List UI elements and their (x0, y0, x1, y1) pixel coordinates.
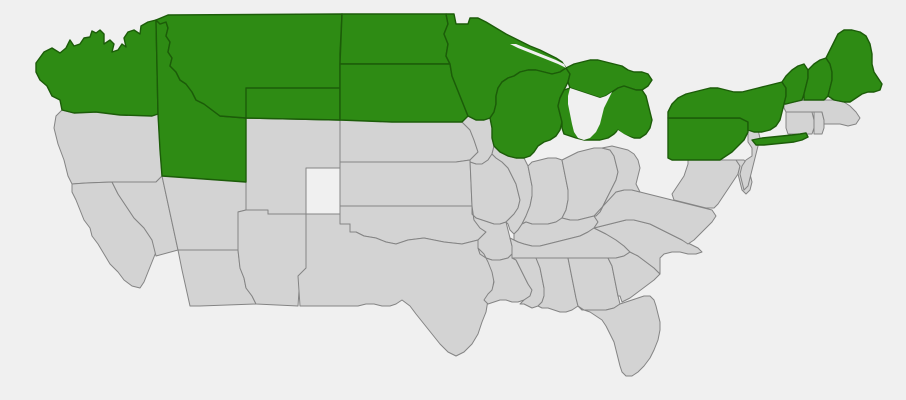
state-ME[interactable]: Maine (826, 30, 882, 102)
state-CT[interactable]: Connecticut (786, 112, 814, 134)
state-NV[interactable]: Nevada (112, 176, 178, 256)
state-NM[interactable]: New Mexico (238, 210, 306, 306)
state-WA[interactable]: Washington (36, 20, 158, 116)
state-NE[interactable]: Nebraska (340, 120, 478, 162)
states-layer: Oregon California Nevada Utah Arizona Ne… (36, 14, 882, 376)
state-NY-li[interactable]: New York (752, 133, 808, 145)
state-KS[interactable]: Kansas (340, 160, 472, 206)
state-WV[interactable]: West Virginia (594, 146, 640, 216)
lake-superior (510, 44, 566, 68)
state-FL[interactable]: Florida (578, 296, 660, 376)
lake-michigan (568, 88, 612, 140)
lake-erie (616, 130, 666, 150)
state-SD[interactable]: South Dakota (340, 64, 468, 122)
state-ND[interactable]: North Dakota (340, 14, 450, 64)
state-OR[interactable]: Oregon (54, 110, 162, 184)
state-WY[interactable]: Wyoming (246, 88, 340, 120)
great-lakes-layer (510, 44, 666, 150)
state-TX[interactable]: Texas (298, 214, 494, 356)
state-AL[interactable]: Alabama (536, 258, 578, 312)
state-IL[interactable]: Illinois (492, 146, 532, 234)
state-LA[interactable]: Louisiana (478, 248, 532, 304)
state-MD[interactable]: Maryland (672, 160, 740, 208)
